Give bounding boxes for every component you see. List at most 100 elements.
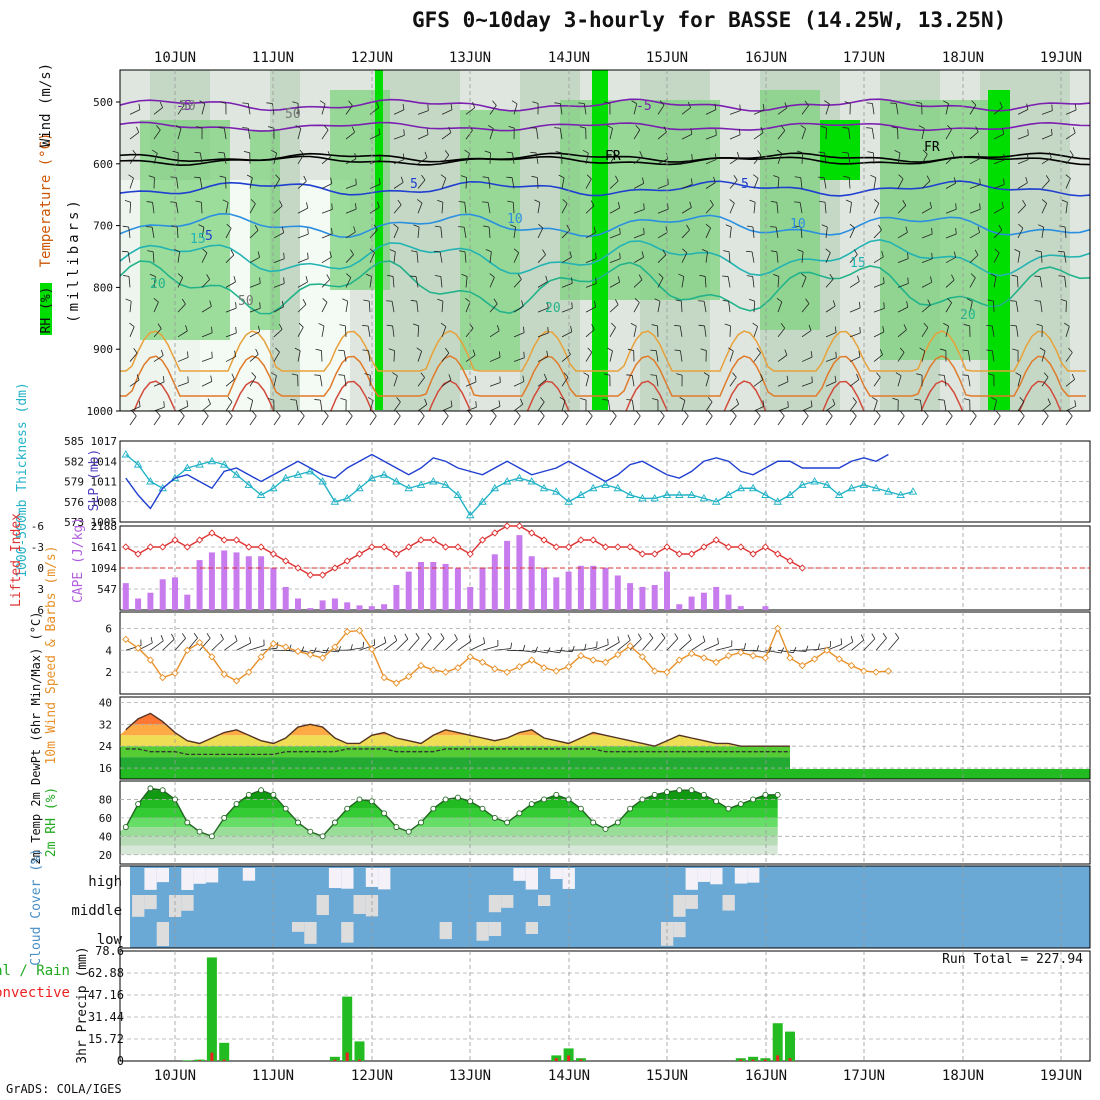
wind-barb-flag bbox=[687, 101, 691, 108]
wind-barb-flag bbox=[498, 351, 501, 358]
wind-barb-flag bbox=[963, 398, 970, 401]
rh-saturated-column bbox=[820, 120, 860, 180]
rh2m-point bbox=[725, 805, 732, 812]
precip-tick-label: 47.16 bbox=[88, 988, 124, 1002]
wind-barb bbox=[848, 128, 851, 140]
thickness-point bbox=[785, 490, 795, 498]
wind-barb-flag bbox=[979, 178, 981, 185]
cloud-background bbox=[130, 866, 1090, 948]
wind-barb bbox=[369, 400, 374, 412]
wind-barb-flag bbox=[294, 347, 301, 352]
lifted-index-point bbox=[737, 543, 745, 551]
wind-barb-flag bbox=[607, 125, 613, 129]
wind-barb-flag bbox=[146, 226, 153, 228]
wind-speed-point bbox=[786, 654, 794, 662]
cloud-cell bbox=[673, 922, 686, 938]
cape-bar bbox=[282, 586, 289, 610]
wind-barb bbox=[367, 325, 371, 337]
cape-bar bbox=[491, 554, 498, 610]
wind-barb-flag bbox=[331, 227, 333, 234]
precip-convective-bar bbox=[788, 1058, 792, 1061]
wind-barb-flag bbox=[180, 411, 185, 417]
wind-barb-flag bbox=[412, 323, 419, 327]
wind-barb bbox=[753, 301, 756, 313]
cape-bar bbox=[430, 562, 437, 610]
wind-barb bbox=[753, 379, 764, 387]
wind-barb-flag bbox=[570, 325, 573, 332]
wind-barb-flag bbox=[175, 125, 182, 129]
wind-speed-point bbox=[466, 653, 474, 661]
wind-barb-flag bbox=[566, 224, 571, 231]
rh2m-point bbox=[233, 801, 240, 808]
wind-barb-flag bbox=[331, 203, 333, 210]
wind-barb-flag bbox=[963, 324, 970, 327]
panel-frame bbox=[119, 950, 1091, 1062]
wind-barb bbox=[368, 301, 371, 313]
wind-barb bbox=[967, 375, 971, 387]
wind-barb-flag bbox=[971, 100, 977, 106]
wind-barb-flag bbox=[844, 101, 851, 104]
wind-barb bbox=[609, 154, 616, 165]
wind-speed-point bbox=[577, 652, 585, 660]
wind-barb bbox=[393, 350, 395, 362]
wind-barb-flag bbox=[440, 322, 447, 327]
wind-barb-flag bbox=[808, 324, 812, 331]
wind-barb bbox=[849, 202, 852, 214]
wind-barb bbox=[777, 130, 786, 140]
thickness-point bbox=[404, 483, 413, 492]
wind-barb bbox=[801, 415, 809, 426]
wind-barb-flag bbox=[295, 125, 302, 129]
wind-barb bbox=[345, 158, 357, 165]
wind-barb-flag bbox=[849, 223, 855, 229]
wind-barb-flag bbox=[679, 397, 686, 401]
wind-speed-point bbox=[318, 654, 327, 662]
wind-barb-flag bbox=[660, 411, 665, 417]
wind-barb-flag bbox=[394, 634, 398, 641]
precip-tick-label: 15.72 bbox=[88, 1032, 124, 1046]
cloud-cell bbox=[156, 922, 169, 946]
wind-barb bbox=[393, 415, 401, 426]
wind-barb-flag bbox=[510, 642, 513, 649]
wind-barb-flag bbox=[1061, 199, 1068, 203]
wind-barb-flag bbox=[177, 273, 183, 278]
wind-barb bbox=[920, 400, 923, 412]
wind-barb bbox=[249, 230, 259, 239]
wind-barb bbox=[655, 375, 659, 387]
lifted-index-point bbox=[232, 536, 241, 544]
wind-barb bbox=[153, 328, 162, 338]
wind-barb-flag bbox=[250, 199, 256, 204]
lifted-index-point bbox=[687, 550, 696, 558]
thickness-point bbox=[490, 483, 500, 492]
wind-barb bbox=[728, 648, 745, 651]
wind-barb-flag bbox=[259, 277, 261, 284]
wind-speed-point bbox=[183, 646, 191, 654]
lifted-index-point bbox=[331, 564, 339, 572]
wind-barb-flag bbox=[1010, 300, 1017, 302]
wind-barb bbox=[128, 276, 131, 288]
wind-barb bbox=[393, 375, 398, 387]
cloud-cell bbox=[328, 868, 342, 889]
wind-barb-flag bbox=[895, 372, 902, 377]
wind-barb-flag bbox=[350, 249, 354, 255]
wind-barb bbox=[1065, 326, 1070, 337]
cape-bar bbox=[221, 550, 228, 610]
wind-barb bbox=[825, 278, 834, 288]
wind-barb-flag bbox=[1020, 411, 1025, 417]
wind-barb-flag bbox=[128, 174, 134, 179]
wind-barb bbox=[633, 256, 644, 264]
wind-barb bbox=[559, 103, 563, 115]
wind-barb bbox=[593, 644, 609, 651]
rh-tick-label: 60 bbox=[99, 812, 112, 825]
thickness-point bbox=[133, 460, 143, 468]
wind-barb bbox=[297, 327, 304, 338]
wind-barb bbox=[609, 304, 619, 313]
thickness-point bbox=[761, 490, 770, 498]
wind-barb bbox=[129, 406, 141, 412]
wind-barb bbox=[201, 103, 206, 115]
wind-barb-flag bbox=[725, 224, 732, 228]
wind-barb-flag bbox=[776, 149, 783, 154]
wind-barb-flag bbox=[617, 636, 620, 643]
cape-bar bbox=[172, 577, 178, 610]
wind-barb bbox=[585, 329, 595, 338]
wind-barb bbox=[225, 332, 237, 338]
